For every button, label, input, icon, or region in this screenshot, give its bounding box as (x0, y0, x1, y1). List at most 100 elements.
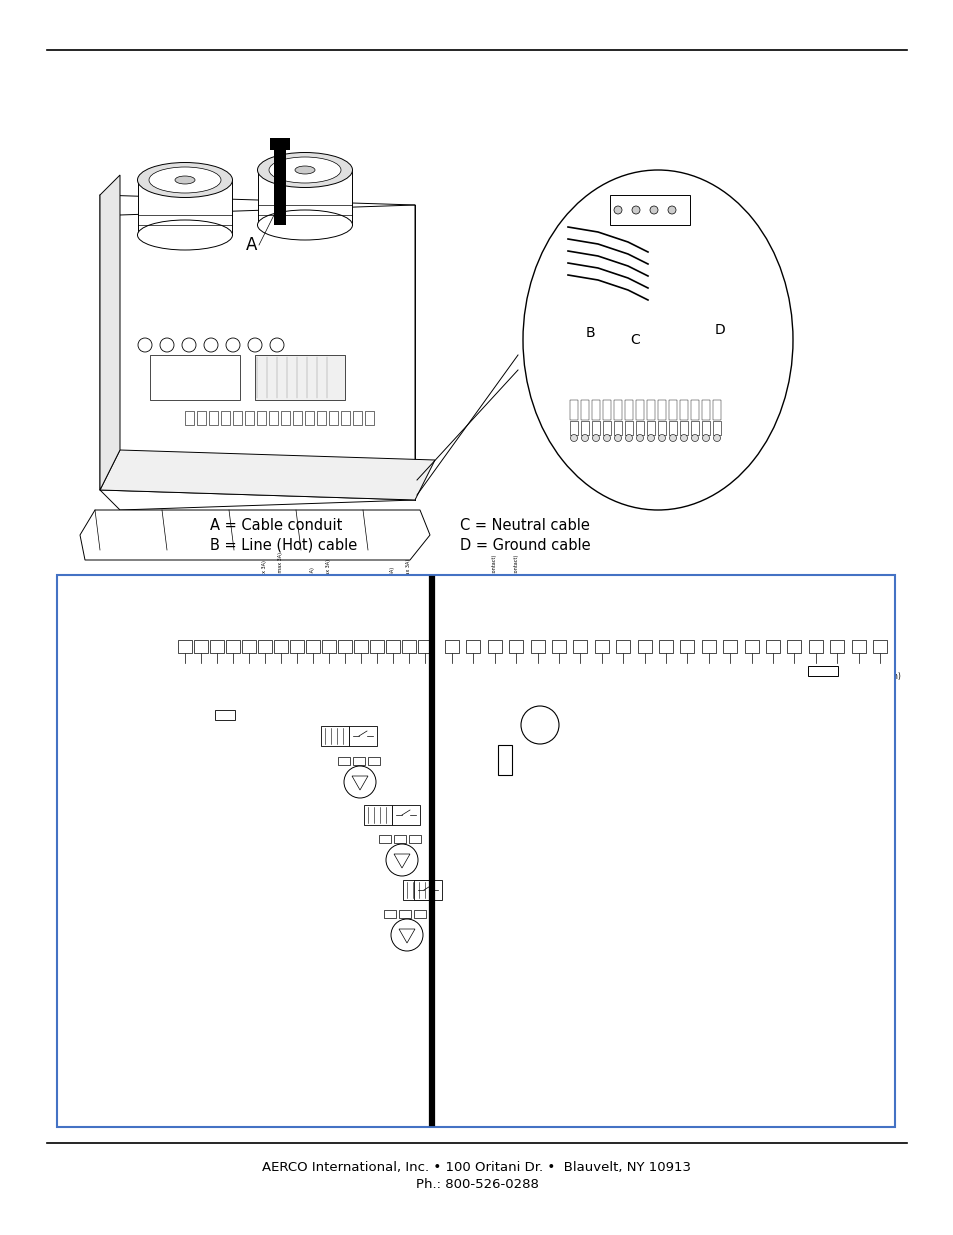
Bar (221, 411, 230, 425)
Ellipse shape (344, 766, 375, 798)
Text: 0-10 Vdc input (+): 0-10 Vdc input (+) (684, 585, 689, 631)
Bar (370, 640, 384, 653)
Bar (497, 745, 512, 776)
Text: Bus (cascade): Bus (cascade) (770, 597, 775, 631)
Bar (209, 411, 218, 425)
Text: RS 485 Modbus T-: RS 485 Modbus T- (641, 588, 646, 631)
Text: N: N (403, 906, 408, 913)
Ellipse shape (592, 435, 598, 441)
Bar (368, 757, 379, 764)
Ellipse shape (137, 220, 233, 249)
Text: Tank sensor
(Factory supplied): Tank sensor (Factory supplied) (599, 756, 668, 774)
Text: 19: 19 (684, 626, 689, 634)
Text: 110: 110 (375, 622, 379, 634)
Text: Local pump
(Max 3A): Local pump (Max 3A) (304, 929, 345, 942)
Text: Room thermostat (dry contact): Room thermostat (dry contact) (513, 555, 518, 631)
Bar (257, 170, 352, 225)
Bar (658, 400, 665, 420)
Ellipse shape (248, 338, 262, 352)
Bar (414, 910, 426, 918)
Bar (226, 640, 240, 653)
Text: 12 VDC VOLTAGE TERMINALS: 12 VDC VOLTAGE TERMINALS (568, 582, 709, 592)
Ellipse shape (269, 157, 340, 183)
Ellipse shape (182, 338, 195, 352)
Text: 8: 8 (449, 630, 454, 634)
Text: Room thermostat (dry contact): Room thermostat (dry contact) (492, 555, 497, 631)
Bar (637, 640, 651, 653)
Text: B = Line (Hot) cable: B = Line (Hot) cable (210, 537, 356, 552)
Bar (679, 421, 687, 435)
Text: 102: 102 (198, 622, 203, 634)
Bar (269, 411, 277, 425)
Text: 106: 106 (278, 622, 283, 634)
Bar (592, 421, 599, 435)
Ellipse shape (691, 435, 698, 441)
Text: Relay (field
provided): Relay (field provided) (300, 808, 339, 823)
Text: Relay (field
provided): Relay (field provided) (255, 729, 294, 743)
Text: 27: 27 (834, 626, 839, 634)
Bar (398, 910, 411, 918)
Bar (394, 835, 406, 844)
Bar (337, 640, 352, 653)
Text: Tank sensor: Tank sensor (535, 601, 539, 631)
Text: Alarm (NC) Volt free: Alarm (NC) Volt free (375, 582, 379, 631)
Bar (322, 640, 335, 653)
Bar (744, 640, 758, 653)
Bar (646, 421, 655, 435)
Ellipse shape (257, 210, 352, 240)
Ellipse shape (631, 206, 639, 214)
Bar (668, 400, 677, 420)
Bar (349, 726, 376, 746)
Text: Ground: Ground (422, 613, 427, 631)
Bar (679, 400, 687, 420)
Text: Cascade header sensor: Cascade header sensor (705, 574, 711, 631)
Text: 24: 24 (770, 626, 775, 634)
Bar (378, 835, 391, 844)
Bar (552, 640, 565, 653)
Ellipse shape (294, 165, 314, 174)
Text: Ground: Ground (214, 613, 219, 631)
Text: N: N (398, 832, 403, 839)
Text: DHW pump Neutral (max 3A): DHW pump Neutral (max 3A) (326, 559, 331, 631)
Bar (150, 354, 240, 400)
Polygon shape (100, 450, 435, 500)
Text: A: A (246, 236, 257, 254)
Ellipse shape (636, 435, 643, 441)
Bar (808, 640, 821, 653)
Bar (256, 411, 266, 425)
Text: D = Ground cable: D = Ground cable (459, 537, 590, 552)
Bar (281, 411, 290, 425)
Bar (609, 195, 689, 225)
Ellipse shape (138, 338, 152, 352)
Text: 18: 18 (662, 626, 668, 634)
Text: Bus (cascade): Bus (cascade) (791, 597, 796, 631)
Bar (466, 640, 480, 653)
Bar (509, 640, 522, 653)
Ellipse shape (149, 167, 221, 193)
Text: 107: 107 (310, 622, 315, 634)
Bar (138, 180, 232, 235)
Bar (290, 640, 304, 653)
Bar (417, 640, 432, 653)
Bar (364, 805, 392, 825)
Bar (365, 411, 374, 425)
Text: 12: 12 (535, 626, 539, 634)
Bar (254, 354, 345, 400)
Bar (580, 400, 588, 420)
Bar (701, 421, 709, 435)
Bar (353, 411, 361, 425)
Text: 0-10 Vdc input (GND): 0-10 Vdc input (GND) (662, 578, 668, 631)
Ellipse shape (226, 338, 240, 352)
Bar (624, 400, 633, 420)
Ellipse shape (614, 206, 621, 214)
Text: 114: 114 (406, 622, 411, 634)
Text: G: G (417, 906, 423, 913)
Bar (712, 400, 720, 420)
Text: DHW pump Line (max 3A): DHW pump Line (max 3A) (310, 567, 315, 631)
Text: Outdoor sensor
(Factory supplied): Outdoor sensor (Factory supplied) (599, 710, 668, 730)
Ellipse shape (386, 844, 417, 876)
Ellipse shape (658, 435, 665, 441)
Text: 103: 103 (231, 622, 235, 634)
Bar (616, 640, 630, 653)
Ellipse shape (669, 435, 676, 441)
